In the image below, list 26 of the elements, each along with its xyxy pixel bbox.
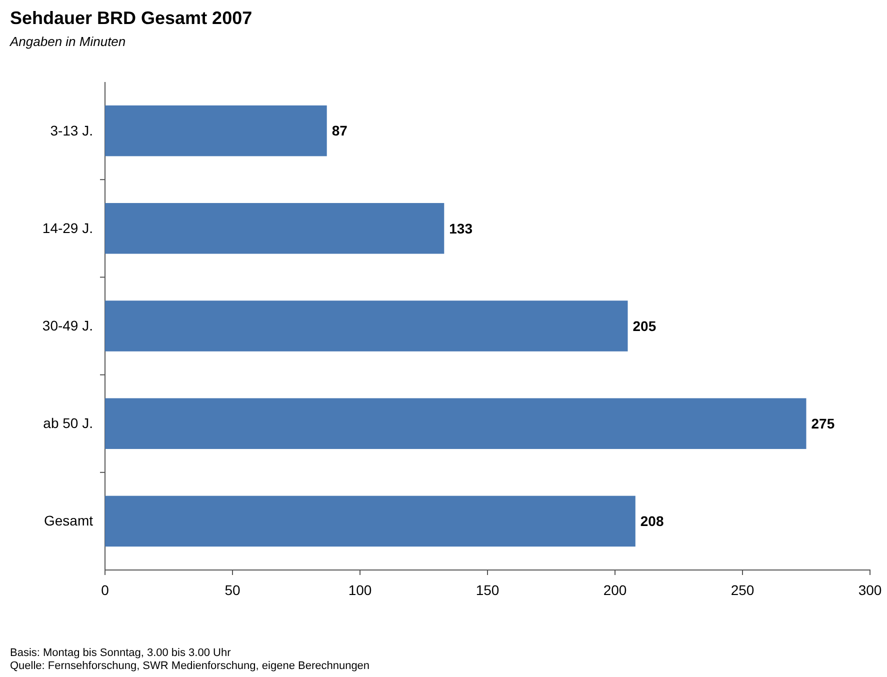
x-tick-label: 250 [730, 582, 754, 598]
y-tick-label: 30-49 J. [42, 317, 93, 334]
data-label: 133 [449, 220, 473, 236]
data-label: 205 [632, 318, 656, 334]
x-tick-label: 0 [101, 582, 110, 598]
bar [105, 496, 636, 547]
x-tick-label: 50 [224, 582, 240, 598]
x-tick-label: 200 [603, 582, 627, 598]
data-label: 275 [811, 416, 835, 432]
text: Basis: Montag bis Sonntag, 3.00 bis 3.00 Uhr [10, 647, 232, 659]
bar [105, 398, 806, 449]
y-tick-label: ab 50 J. [43, 415, 93, 432]
x-tick-label: 300 [858, 582, 882, 598]
y-tick-label: Gesamt [44, 512, 94, 529]
bar [105, 105, 327, 156]
bar [105, 203, 444, 254]
y-tick-label: 3-13 J. [50, 122, 93, 138]
data-label: 87 [332, 122, 348, 139]
bar [105, 300, 628, 352]
chart-subtitle: Angaben in Minuten [9, 34, 126, 49]
x-tick-label: 150 [476, 582, 500, 598]
data-label: 208 [640, 513, 664, 530]
x-tick-label: 100 [348, 582, 372, 598]
y-tick-label: 14-29 J. [42, 220, 93, 236]
chart-title: Sehdauer BRD Gesamt 2007 [10, 8, 252, 28]
source-note: Quelle: Fernsehforschung, SWR Medienforschung, eigene Berechnungen [10, 660, 370, 672]
